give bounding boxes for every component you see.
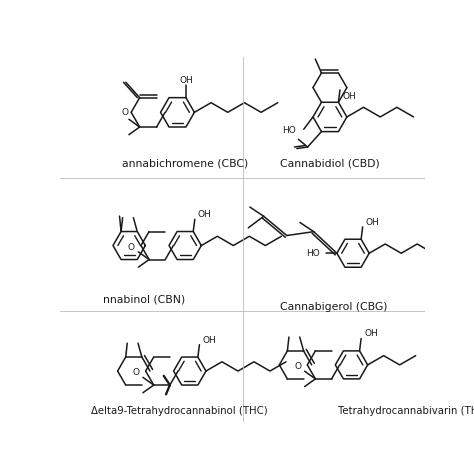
Text: OH: OH	[198, 210, 211, 219]
Text: OH: OH	[202, 336, 216, 345]
Text: nnabinol (CBN): nnabinol (CBN)	[103, 294, 185, 304]
Text: annabichromene (CBC): annabichromene (CBC)	[122, 158, 248, 168]
Text: O: O	[128, 243, 135, 252]
Text: Cannabigerol (CBG): Cannabigerol (CBG)	[280, 302, 388, 312]
Text: O: O	[121, 108, 128, 117]
Text: OH: OH	[366, 218, 380, 227]
Text: Δelta9-Tetrahydrocannabinol (THC): Δelta9-Tetrahydrocannabinol (THC)	[91, 406, 268, 416]
Text: O: O	[294, 362, 301, 371]
Text: OH: OH	[364, 329, 378, 338]
Text: Cannabidiol (CBD): Cannabidiol (CBD)	[280, 158, 380, 168]
Text: OH: OH	[179, 76, 193, 85]
Text: Tetrahydrocannabivarin (THC: Tetrahydrocannabivarin (THC	[337, 406, 474, 416]
Text: HO: HO	[283, 126, 296, 135]
Text: O: O	[132, 368, 139, 377]
Text: OH: OH	[342, 91, 356, 100]
Text: HO: HO	[306, 249, 320, 258]
